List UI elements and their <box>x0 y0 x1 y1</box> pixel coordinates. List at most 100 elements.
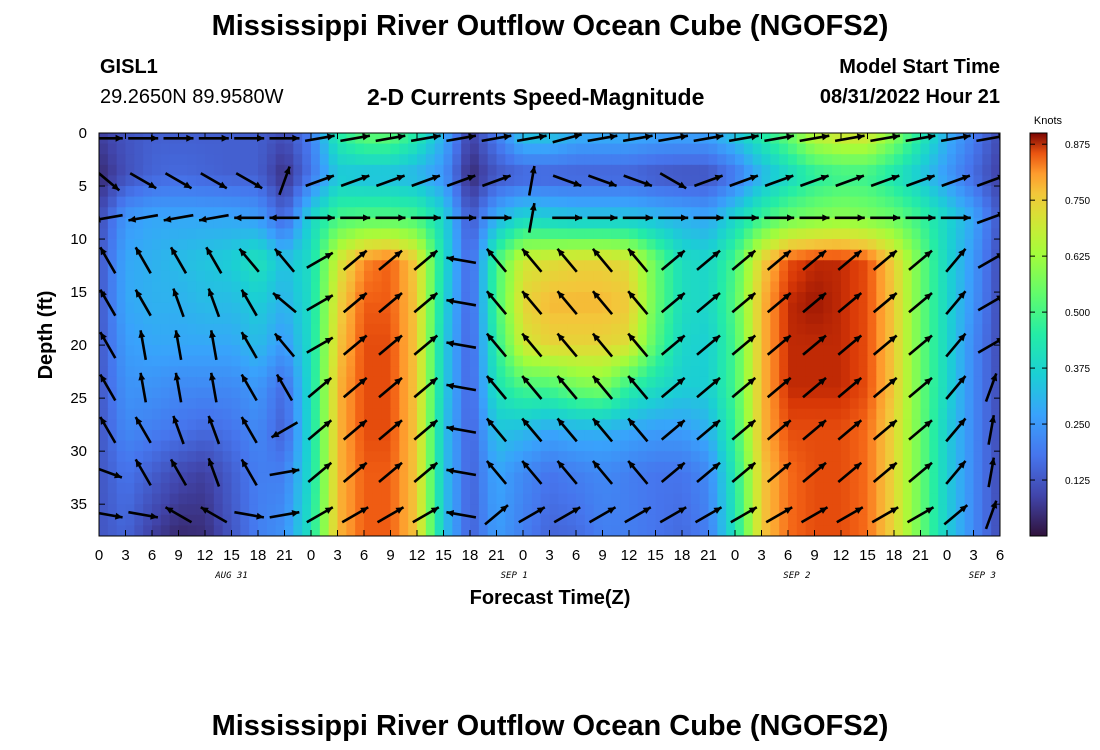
heatmap-cell <box>637 451 648 463</box>
current-vector <box>627 460 649 485</box>
heatmap-cell <box>346 387 356 399</box>
heatmap-cell <box>576 355 586 367</box>
heatmap-cell <box>319 207 330 219</box>
heatmap-cell <box>134 493 144 505</box>
heatmap-cell <box>143 164 153 177</box>
heatmap-cell <box>823 196 833 208</box>
heatmap-cell <box>205 196 215 208</box>
heatmap-cell <box>240 302 250 314</box>
heatmap-cell <box>982 217 992 230</box>
heatmap-cell <box>602 207 612 219</box>
heatmap-cell <box>169 323 180 336</box>
heatmap-cell <box>991 345 1000 357</box>
heatmap-cell <box>964 175 975 187</box>
heatmap-cell <box>761 355 771 367</box>
heatmap-cell <box>885 186 895 198</box>
heatmap-cell <box>311 313 321 325</box>
current-vector <box>659 172 687 190</box>
heatmap-cell <box>470 387 480 399</box>
heatmap-cell <box>779 514 789 526</box>
heatmap-cell <box>584 398 595 410</box>
heatmap-cell <box>355 514 365 526</box>
heatmap-cell <box>664 408 674 420</box>
heatmap-cell <box>611 461 621 473</box>
heatmap-cell <box>558 398 568 410</box>
heatmap-cell <box>125 504 135 516</box>
heatmap-cell <box>858 302 869 314</box>
heatmap-cell <box>302 451 312 463</box>
heatmap-cell <box>991 419 1000 431</box>
heatmap-cell <box>275 493 286 505</box>
heatmap-cell <box>726 164 736 177</box>
heatmap-cell <box>275 440 286 452</box>
heatmap-cell <box>558 228 568 240</box>
heatmap-cell <box>770 514 780 526</box>
heatmap-cell <box>558 504 568 516</box>
heatmap-cell <box>947 281 957 293</box>
heatmap-cell <box>849 504 860 516</box>
heatmap-cell <box>240 387 250 399</box>
heatmap-cell <box>841 334 851 346</box>
heatmap-cell <box>470 154 480 166</box>
current-vector <box>306 336 334 354</box>
current-vector <box>446 174 476 188</box>
heatmap-cell <box>266 504 277 516</box>
heatmap-cell <box>911 366 922 378</box>
heatmap-cell <box>770 313 780 325</box>
heatmap-cell <box>602 164 612 177</box>
heatmap-cell <box>752 398 763 410</box>
current-vector <box>799 174 830 188</box>
heatmap-cell <box>929 164 939 177</box>
heatmap-cell <box>152 398 162 410</box>
heatmap-cell <box>213 154 224 166</box>
heatmap-cell <box>823 313 833 325</box>
heatmap-cell <box>240 429 250 442</box>
current-vector <box>731 376 757 399</box>
heatmap-cell <box>461 387 471 399</box>
heatmap-cell <box>646 398 657 410</box>
heatmap-cell <box>814 207 824 219</box>
heatmap-cell <box>567 217 577 230</box>
heatmap-cell <box>682 323 692 336</box>
heatmap-cell <box>425 429 436 442</box>
heatmap-cell <box>523 207 533 219</box>
heatmap-cell <box>885 472 895 484</box>
heatmap-cell <box>107 228 118 240</box>
heatmap-cell <box>902 323 913 336</box>
heatmap-cell <box>973 366 983 378</box>
heatmap-cell <box>920 482 930 495</box>
heatmap-cell <box>947 228 957 240</box>
heatmap-cell <box>717 249 727 261</box>
heatmap-cell <box>938 398 948 410</box>
heatmap-cell <box>576 387 586 399</box>
heatmap-cell <box>646 429 657 442</box>
heatmap-cell <box>213 514 224 526</box>
heatmap-cell <box>929 461 939 473</box>
heatmap-cell <box>311 493 321 505</box>
heatmap-cell <box>973 440 983 452</box>
heatmap-cell <box>205 440 215 452</box>
heatmap-cell <box>372 186 383 198</box>
heatmap-cell <box>231 186 241 198</box>
heatmap-cell <box>576 154 586 166</box>
heatmap-cell <box>849 217 860 230</box>
heatmap-cell <box>293 355 303 367</box>
heatmap-cell <box>311 164 321 177</box>
heatmap-cell <box>814 228 824 240</box>
heatmap-cell <box>160 408 171 420</box>
current-vector <box>485 290 508 316</box>
heatmap-cell <box>434 334 445 346</box>
heatmap-cell <box>991 376 1000 389</box>
heatmap-cell <box>222 334 233 346</box>
heatmap-cell <box>152 292 162 304</box>
heatmap-cell <box>213 323 224 336</box>
heatmap-cell <box>805 472 816 484</box>
current-vector <box>342 334 368 356</box>
heatmap-cell <box>275 154 286 166</box>
heatmap-cell <box>752 440 763 452</box>
heatmap-cell <box>982 334 992 346</box>
heatmap-cell <box>196 270 206 283</box>
heatmap-cell <box>682 429 692 442</box>
heatmap-cell <box>266 493 277 505</box>
heatmap-cell <box>125 260 135 272</box>
